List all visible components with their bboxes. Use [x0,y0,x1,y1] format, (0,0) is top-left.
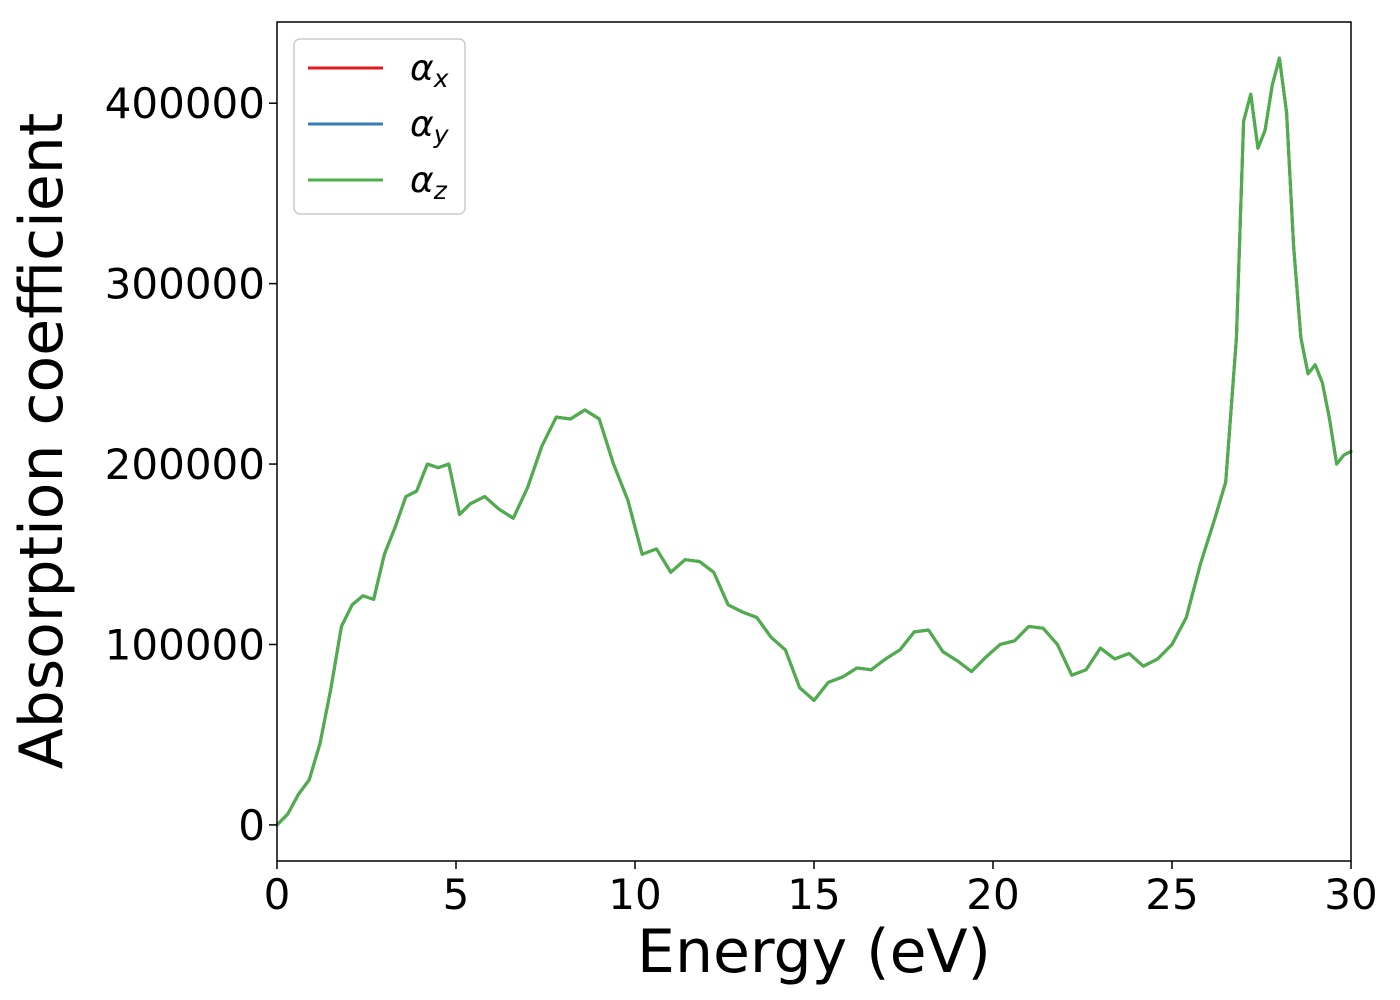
x-tick-label: 30 [1324,870,1377,919]
y-tick-label: 400000 [105,79,265,128]
y-tick-label: 100000 [105,620,265,669]
x-tick-label: 15 [787,870,840,919]
ticks-layer: 0 5 10 15 20 25 30 0 100000 200000 300000 400000 [105,79,1378,919]
y-axis-title: Absorption coefficient [7,113,77,770]
x-tick-label: 25 [1145,870,1198,919]
x-tick-label: 0 [264,870,291,919]
x-tick-label: 5 [443,870,470,919]
y-tick-label: 200000 [105,440,265,489]
legend-label-x: αx [410,48,449,93]
legend-label-y: αy [410,104,450,149]
x-tick-label: 10 [608,870,661,919]
series-layer [275,56,1353,827]
x-axis-title: Energy (eV) [637,917,991,987]
x-tick-label: 20 [966,870,1019,919]
series-line-z [275,56,1353,827]
legend-box [293,38,466,215]
legend-label-z: αz [410,160,448,205]
y-tick-label: 300000 [105,260,265,309]
y-tick-label: 0 [238,801,265,850]
legend: αx αy αz [293,38,466,215]
